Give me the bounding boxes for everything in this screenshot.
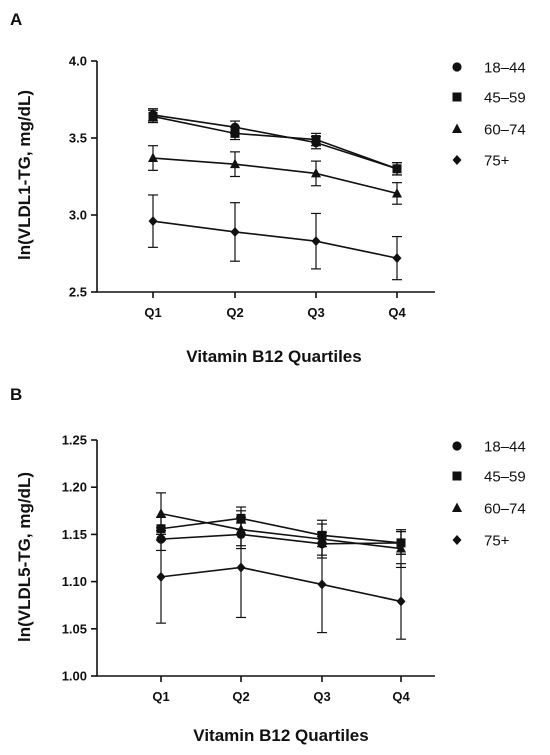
y-tick-label: 1.25 xyxy=(62,433,87,448)
legend-label: 75+ xyxy=(484,533,510,550)
axes xyxy=(96,440,435,677)
data-point xyxy=(230,158,240,169)
series-line xyxy=(160,566,402,603)
x-tick-label: Q3 xyxy=(307,305,324,320)
series-line xyxy=(152,115,398,170)
panel-a: A ln(VLDL1-TG, mg/dL) Vitamin B12 Quarti… xyxy=(10,10,526,366)
y-tick-label: 4.0 xyxy=(69,54,87,69)
data-point xyxy=(148,216,158,227)
legend-item: 18–44 xyxy=(452,60,526,77)
x-tick-label: Q4 xyxy=(388,305,406,320)
legend-label: 18–44 xyxy=(484,60,526,77)
data-point xyxy=(148,111,158,121)
series-diamond xyxy=(156,516,406,640)
y-tick-label: 1.10 xyxy=(62,574,87,589)
y-tick-label: 1.20 xyxy=(62,480,87,495)
series-line xyxy=(152,157,398,195)
legend-label: 75+ xyxy=(484,153,510,170)
y-tick-label: 3.5 xyxy=(69,131,87,146)
legend-label: 45–59 xyxy=(484,469,526,486)
data-point xyxy=(148,152,158,163)
legend-marker xyxy=(452,502,462,512)
data-point xyxy=(396,596,406,607)
data-point xyxy=(392,164,402,174)
x-tick-label: Q2 xyxy=(226,305,243,320)
legend-label: 60–74 xyxy=(484,501,526,518)
x-axis-title: Vitamin B12 Quartiles xyxy=(193,726,368,745)
series-square xyxy=(148,109,402,176)
legend-marker xyxy=(452,62,462,72)
x-tick-label: Q4 xyxy=(392,689,410,704)
y-tick-label: 2.5 xyxy=(69,285,87,300)
legend-marker xyxy=(452,535,462,545)
data-point xyxy=(156,508,166,518)
legend-item: 60–74 xyxy=(452,501,526,518)
legend-item: 45–59 xyxy=(452,90,526,107)
x-axis-title: Vitamin B12 Quartiles xyxy=(186,347,361,366)
data-point xyxy=(230,128,240,138)
data-point xyxy=(156,571,166,582)
x-tick-label: Q1 xyxy=(144,305,161,320)
legend-marker xyxy=(452,441,462,451)
legend-marker xyxy=(452,92,462,102)
panel-b: B ln(VLDL5-TG, mg/dL) Vitamin B12 Quarti… xyxy=(10,385,526,745)
series-triangle xyxy=(148,145,402,205)
y-axis-title: ln(VLDL5-TG, mg/dL) xyxy=(15,472,34,642)
data-point xyxy=(392,187,402,198)
x-tick-label: Q2 xyxy=(232,689,249,704)
x-tick-label: Q1 xyxy=(152,689,169,704)
legend-marker xyxy=(452,471,462,481)
axes xyxy=(96,61,435,293)
y-tick-label: 1.15 xyxy=(62,527,87,542)
y-tick-label: 1.05 xyxy=(62,621,87,636)
y-tick-label: 1.00 xyxy=(62,669,87,684)
series-line xyxy=(152,220,398,259)
legend-item: 75+ xyxy=(452,533,510,550)
data-point xyxy=(396,543,406,553)
panel-label: A xyxy=(10,10,22,29)
data-point xyxy=(236,562,246,573)
legend-marker xyxy=(452,123,462,133)
data-point xyxy=(311,167,321,178)
legend-label: 60–74 xyxy=(484,122,526,139)
data-point xyxy=(317,579,327,590)
legend-item: 60–74 xyxy=(452,122,526,139)
data-point xyxy=(311,135,321,145)
series-line xyxy=(152,114,398,170)
legend-marker xyxy=(452,155,462,165)
legend-item: 75+ xyxy=(452,153,510,170)
series-circle xyxy=(148,108,402,176)
series-line xyxy=(160,512,402,550)
series-triangle xyxy=(156,492,406,569)
legend-label: 18–44 xyxy=(484,439,526,456)
legend-label: 45–59 xyxy=(484,90,526,107)
y-tick-label: 3.0 xyxy=(69,208,87,223)
data-point xyxy=(311,236,321,247)
data-point xyxy=(230,226,240,237)
series-diamond xyxy=(148,194,402,281)
x-tick-label: Q3 xyxy=(313,689,330,704)
y-axis-title: ln(VLDL1-TG, mg/dL) xyxy=(15,90,34,260)
legend-item: 45–59 xyxy=(452,469,526,486)
legend-item: 18–44 xyxy=(452,439,526,456)
series-square xyxy=(156,506,406,555)
panel-label: B xyxy=(10,385,22,404)
data-point xyxy=(392,253,402,264)
series-line xyxy=(160,517,402,544)
